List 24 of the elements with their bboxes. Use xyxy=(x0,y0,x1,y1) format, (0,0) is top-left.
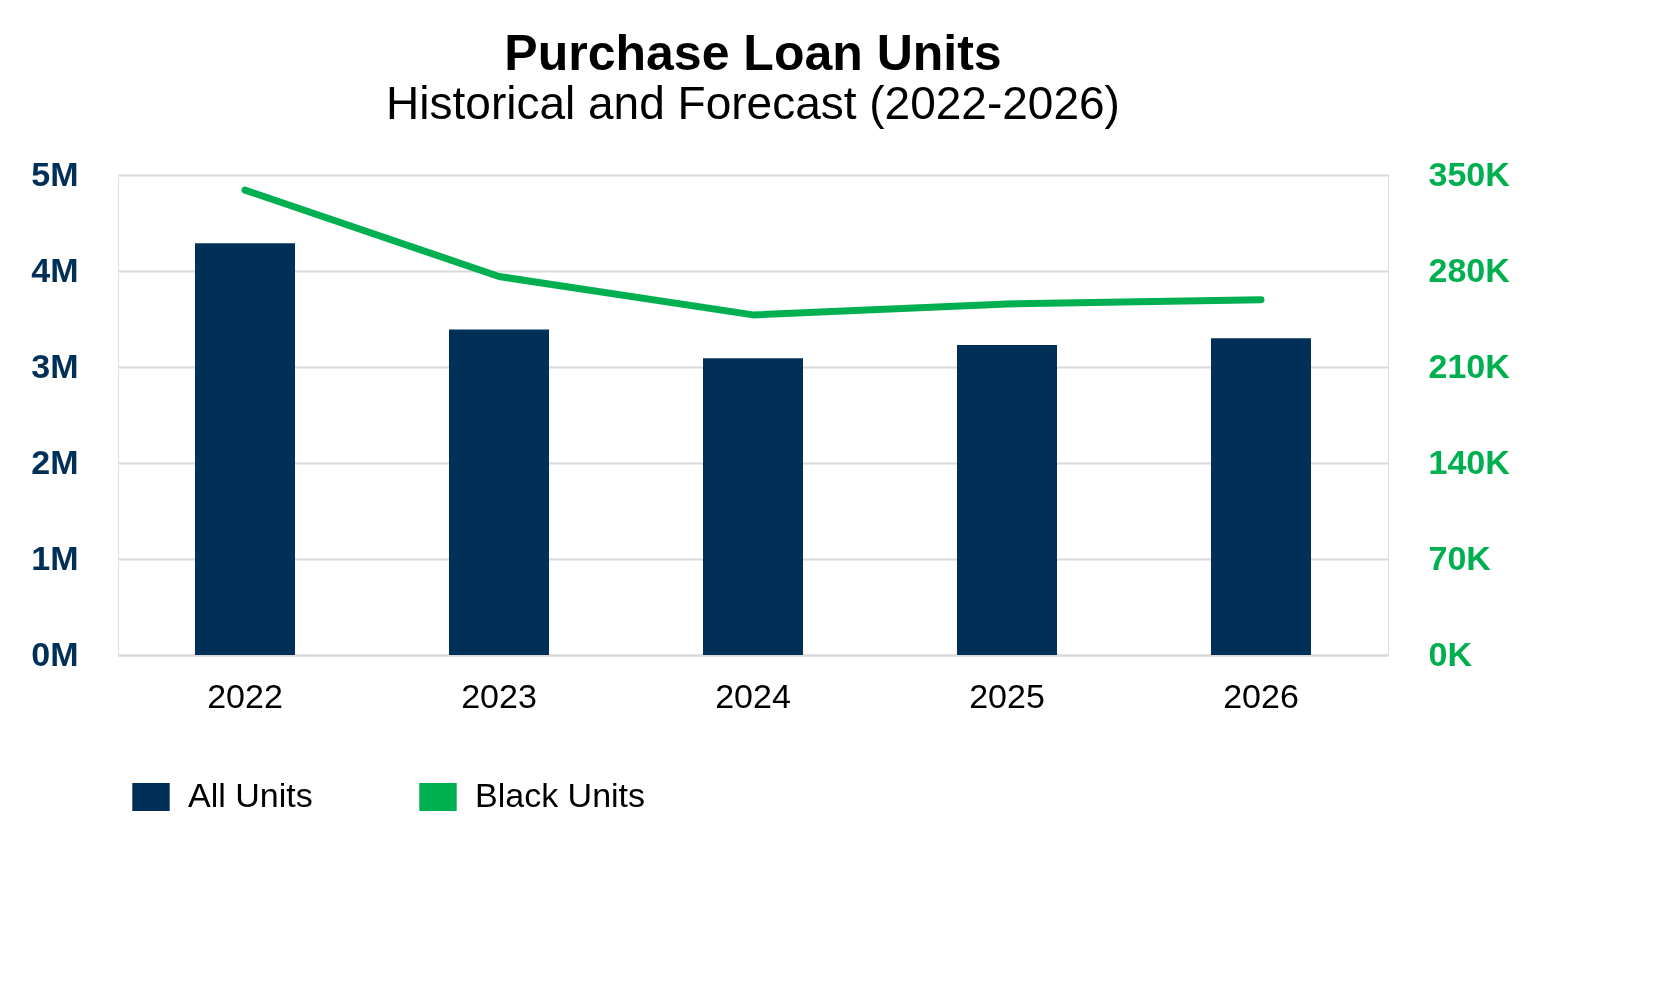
y2-tick-label: 210K xyxy=(1428,346,1511,385)
y2-tick-label: 140K xyxy=(1428,442,1511,481)
x-tick-label: 2025 xyxy=(969,676,1045,715)
bar xyxy=(957,344,1057,655)
bar xyxy=(1211,338,1311,655)
x-tick-label: 2022 xyxy=(207,676,283,715)
bar xyxy=(195,243,295,655)
y2-tick-label: 280K xyxy=(1428,250,1511,289)
y-tick-label: 1M xyxy=(31,538,79,577)
y2-tick-label: 0K xyxy=(1428,634,1473,673)
bar xyxy=(449,329,549,655)
x-tick-label: 2024 xyxy=(715,676,791,715)
legend-label: Black Units xyxy=(475,776,646,814)
legend-label: All Units xyxy=(188,776,313,814)
x-tick-label: 2023 xyxy=(461,676,537,715)
bar xyxy=(703,358,803,655)
x-tick-label: 2026 xyxy=(1223,676,1299,715)
y-tick-label: 2M xyxy=(31,442,79,481)
y-tick-label: 3M xyxy=(31,346,79,385)
y2-tick-label: 350K xyxy=(1428,154,1511,193)
y-tick-label: 5M xyxy=(31,154,79,193)
y-tick-label: 0M xyxy=(31,634,79,673)
y2-tick-label: 70K xyxy=(1428,538,1492,577)
y-tick-label: 4M xyxy=(31,250,79,289)
